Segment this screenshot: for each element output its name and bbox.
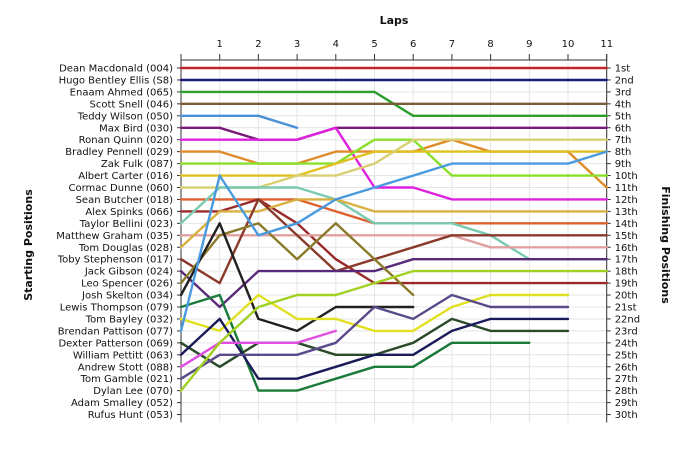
- driver-label: Zak Fulk (087): [101, 159, 173, 170]
- finishing-label: 8th: [615, 147, 632, 158]
- series-line: [179, 317, 570, 380]
- driver-label: Sean Butcher (018): [76, 195, 174, 206]
- driver-label: Adam Smalley (052): [71, 398, 173, 409]
- driver-label: Scott Snell (046): [90, 99, 174, 110]
- driver-label: Tom Gamble (021): [80, 374, 174, 385]
- driver-label: Taylor Bellini (023): [79, 219, 173, 230]
- finishing-label: 28th: [615, 386, 638, 397]
- driver-label: Dylan Lee (070): [93, 386, 173, 397]
- lap-tick-label: 11: [600, 39, 613, 50]
- driver-label: Lewis Thompson (079): [60, 303, 173, 314]
- driver-label: Dean Macdonald (004): [59, 64, 173, 75]
- left-axis-title: Starting Positions: [22, 189, 35, 301]
- driver-label: Leo Spencer (026): [81, 279, 173, 290]
- lap-tick-label: 10: [562, 39, 575, 50]
- series-line: [179, 293, 570, 380]
- series-line: [179, 126, 608, 141]
- finishing-label: 4th: [615, 99, 632, 110]
- series-line: [179, 150, 608, 333]
- lap-tick-label: 9: [526, 39, 532, 50]
- finishing-label: 22nd: [615, 314, 640, 325]
- driver-label: Enaam Ahmed (065): [70, 87, 173, 98]
- finishing-label: 25th: [615, 350, 638, 361]
- finishing-label: 10th: [615, 171, 638, 182]
- finishing-label: 5th: [615, 111, 632, 122]
- finishing-label: 24th: [615, 338, 638, 349]
- driver-label: Josh Skelton (034): [81, 291, 173, 302]
- series-line: [179, 138, 608, 177]
- driver-label: Brendan Pattison (077): [58, 326, 173, 337]
- series-line: [179, 198, 608, 285]
- lap-tick-label: 4: [333, 39, 339, 50]
- x-axis-title: Laps: [380, 14, 409, 27]
- finishing-label: 3rd: [615, 87, 632, 98]
- finishing-label: 12th: [615, 195, 638, 206]
- finishing-label: 18th: [615, 267, 638, 278]
- driver-label: Albert Carter (016): [78, 171, 173, 182]
- finishing-label: 1st: [615, 64, 631, 75]
- series-line: [179, 269, 608, 392]
- finishing-label: 14th: [615, 219, 638, 230]
- finishing-label: 9th: [615, 159, 632, 170]
- finishing-label: 30th: [615, 410, 638, 421]
- finishing-label: 20th: [615, 291, 638, 302]
- finishing-label: 26th: [615, 362, 638, 373]
- driver-label: Max Bird (030): [99, 123, 173, 134]
- driver-label: Dexter Patterson (069): [58, 338, 173, 349]
- driver-label: Jack Gibson (024): [84, 267, 173, 278]
- finishing-label: 23rd: [615, 326, 638, 337]
- lap-tick-label: 2: [255, 39, 261, 50]
- finishing-label: 16th: [615, 243, 638, 254]
- series-line: [179, 258, 608, 309]
- driver-label: Andrew Stott (088): [78, 362, 173, 373]
- driver-label: Teddy Wilson (050): [77, 111, 173, 122]
- lap-tick-label: 6: [410, 39, 416, 50]
- driver-label: Alex Spinks (066): [85, 207, 173, 218]
- finishing-label: 13th: [615, 207, 638, 218]
- finishing-label: 19th: [615, 279, 638, 290]
- lap-tick-label: 3: [294, 39, 300, 50]
- finishing-label: 29th: [615, 398, 638, 409]
- series-line: [179, 234, 608, 249]
- finishing-label: 11th: [615, 183, 638, 194]
- driver-label: Matthew Graham (035): [56, 231, 173, 242]
- right-axis-title: Finishing Positions: [659, 186, 672, 304]
- driver-label: Rufus Hunt (053): [88, 410, 173, 421]
- finishing-label: 15th: [615, 231, 638, 242]
- series-line: [179, 126, 608, 201]
- finishing-label: 6th: [615, 123, 632, 134]
- driver-label: Bradley Pennell (029): [65, 147, 173, 158]
- series-line: [179, 198, 608, 285]
- finishing-label: 27th: [615, 374, 638, 385]
- lap-tick-label: 8: [487, 39, 493, 50]
- driver-label: Tom Bayley (032): [85, 314, 173, 325]
- finishing-label: 21st: [615, 303, 637, 314]
- series-line: [179, 329, 337, 368]
- series-line: [179, 222, 415, 297]
- series-line: [179, 114, 299, 130]
- finishing-label: 7th: [615, 135, 632, 146]
- driver-label: Cormac Dunne (060): [68, 183, 173, 194]
- series-line: [179, 293, 570, 333]
- driver-label: Hugo Bentley Ellis (S8): [59, 75, 173, 86]
- driver-label: William Pettitt (063): [73, 350, 173, 361]
- finishing-label: 2nd: [615, 75, 634, 86]
- driver-label: Toby Stephenson (017): [57, 255, 173, 266]
- driver-label: Ronan Quinn (020): [79, 135, 173, 146]
- driver-label: Tom Douglas (028): [78, 243, 173, 254]
- lap-tick-label: 7: [449, 39, 455, 50]
- lap-tick-label: 5: [371, 39, 377, 50]
- lap-tick-label: 1: [217, 39, 223, 50]
- finishing-label: 17th: [615, 255, 638, 266]
